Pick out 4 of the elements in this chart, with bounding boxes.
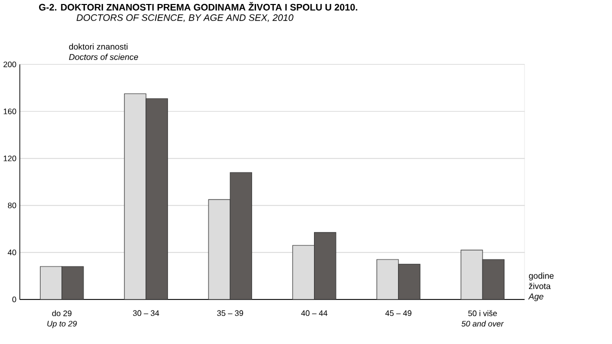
chart-subtitle: DOCTORS OF SCIENCE, BY AGE AND SEX, 2010 — [76, 14, 294, 22]
y-axis-title: doktori znanosti Doctors of science — [69, 43, 138, 60]
x-axis-title: godine života Age — [528, 272, 554, 302]
chart-title: G-2. DOKTORI ZNANOSTI PREMA GODINAMA ŽIVOTA I SPOLU U 2010. — [39, 2, 358, 11]
